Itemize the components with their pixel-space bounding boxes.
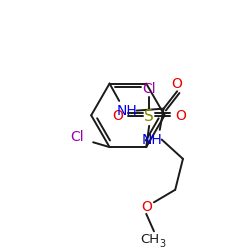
Text: CH: CH [140,234,160,246]
Text: O: O [176,109,186,123]
Text: Cl: Cl [70,130,84,144]
Text: NH: NH [116,104,137,118]
Text: O: O [112,109,123,123]
Text: O: O [172,76,182,90]
Text: Cl: Cl [142,82,156,96]
Text: O: O [141,200,152,214]
Text: 3: 3 [160,239,166,249]
Text: NH: NH [142,132,163,146]
Text: S: S [144,109,154,124]
